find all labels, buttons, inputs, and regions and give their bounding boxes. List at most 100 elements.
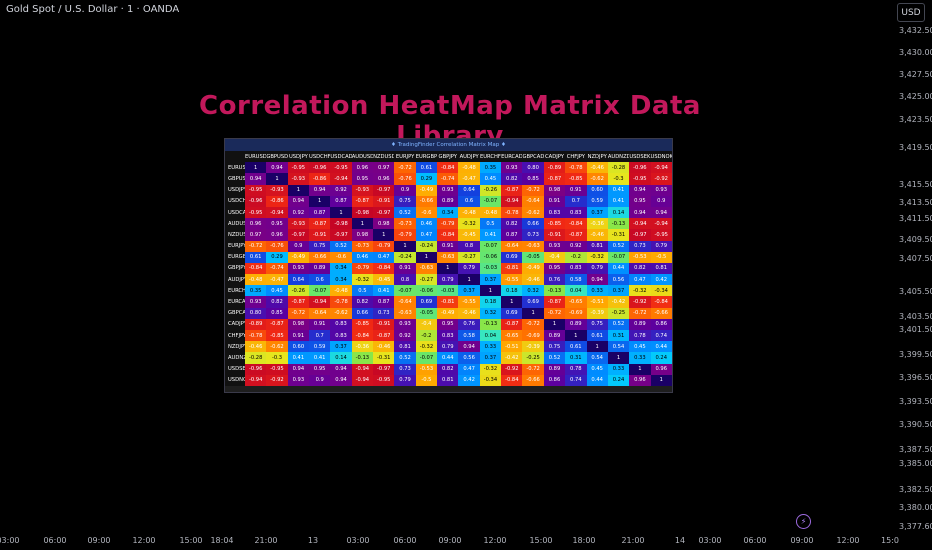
matrix-cell: 0.37	[330, 341, 352, 353]
matrix-cell: 0.81	[394, 341, 416, 353]
matrix-cell: 1	[458, 274, 480, 286]
column-header: EURJPY	[394, 151, 416, 163]
matrix-cell: -0.84	[565, 218, 587, 230]
matrix-cell: 0.41	[607, 195, 630, 207]
matrix-row: USDNOK-0.94-0.920.930.90.94-0.94-0.950.7…	[225, 374, 672, 386]
matrix-row: CADJPY-0.89-0.870.980.910.83-0.85-0.910.…	[225, 318, 672, 330]
time-axis[interactable]: 03:00 06:00 09:00 12:00 15:00 18:04 21:00 13 03:…	[0, 530, 899, 550]
matrix-cell: -0.96	[245, 363, 267, 375]
matrix-cell: -0.78	[565, 162, 587, 174]
row-label: CHFJPY	[225, 330, 245, 342]
matrix-cell: -0.42	[607, 296, 630, 308]
matrix-cell: -0.63	[437, 251, 459, 263]
matrix-cell: -0.42	[501, 352, 523, 364]
matrix-cell: 0.32	[479, 307, 502, 319]
matrix-cell: -0.87	[501, 184, 523, 196]
matrix-cell: -0.78	[330, 296, 352, 308]
matrix-cell: 0.9	[394, 184, 416, 196]
matrix-cell: 0.93	[287, 374, 310, 386]
matrix-cell: -0.46	[522, 274, 544, 286]
matrix-cell: 0.34	[330, 262, 352, 275]
matrix-cell: 1	[629, 363, 651, 375]
price-tick: 3,432.500	[899, 26, 932, 35]
matrix-cell: -0.32	[458, 218, 480, 230]
row-label: NZDJPY	[225, 341, 245, 353]
matrix-cell: 0.31	[607, 330, 630, 342]
matrix-cell: 0.92	[287, 206, 310, 219]
matrix-cell: -0.36	[351, 341, 374, 353]
column-header: GBPCAD	[522, 151, 544, 163]
matrix-row: NZDJPY-0.46-0.620.600.590.37-0.36-0.460.…	[225, 341, 672, 353]
lightning-icon[interactable]: ⚡	[796, 514, 811, 529]
matrix-cell: 0.47	[629, 274, 651, 286]
matrix-cell: -0.06	[415, 285, 438, 297]
matrix-cell: -0.66	[522, 374, 544, 386]
matrix-cell: 0.94	[458, 341, 480, 353]
matrix-row: EURCHF0.350.45-0.26-0.07-0.480.50.41-0.0…	[225, 285, 672, 297]
time-tick: 15:00	[529, 536, 553, 545]
matrix-cell: 0.54	[607, 341, 630, 353]
matrix-cell: -0.87	[287, 296, 310, 308]
matrix-cell: 0.96	[351, 162, 374, 174]
matrix-cell: -0.64	[522, 195, 544, 207]
matrix-cell: 0.83	[330, 330, 352, 342]
matrix-cell: -0.07	[415, 352, 438, 364]
matrix-cell: -0.32	[351, 274, 374, 286]
matrix-cell: 0.5	[351, 285, 374, 297]
matrix-cell: 0.61	[565, 341, 587, 353]
column-header: GBPUSD	[266, 151, 288, 163]
matrix-cell: -0.97	[373, 363, 395, 375]
matrix-cell: 0.83	[565, 262, 587, 275]
matrix-cell: 1	[565, 330, 587, 342]
matrix-cell: 0.35	[479, 162, 502, 174]
matrix-cell: -0.72	[522, 363, 544, 375]
currency-button[interactable]: USD	[897, 3, 925, 22]
matrix-cell: 0.44	[607, 262, 630, 275]
matrix-cell: 0.69	[522, 296, 544, 308]
matrix-cell: 0.46	[351, 251, 374, 263]
matrix-cell: -0.74	[437, 173, 459, 185]
matrix-cell: -0.28	[607, 162, 630, 174]
matrix-cell: -0.76	[394, 173, 416, 185]
matrix-cell: 0.6	[458, 195, 480, 207]
matrix-cell: 0.78	[629, 330, 651, 342]
matrix-cell: 0.94	[287, 363, 310, 375]
matrix-row: GBPCAD0.800.85-0.72-0.64-0.620.660.73-0.…	[225, 307, 672, 319]
matrix-cell: -0.24	[394, 251, 416, 263]
matrix-row: USDCHF-0.96-0.860.9410.87-0.87-0.910.75-…	[225, 195, 672, 207]
matrix-cell: 0.75	[309, 240, 331, 252]
matrix-cell: -0.51	[501, 341, 523, 353]
symbol-title[interactable]: Gold Spot / U.S. Dollar · 1 · OANDA	[6, 4, 180, 15]
matrix-cell: -0.26	[479, 184, 502, 196]
price-axis[interactable]: 3,432.500 3,430.000 3,427.500 3,425.000 3,42…	[895, 0, 932, 531]
matrix-cell: -0.94	[501, 195, 523, 207]
price-tick: 3,377.600	[899, 522, 932, 531]
matrix-cell: 0.64	[287, 274, 310, 286]
matrix-cell: 1	[373, 229, 395, 241]
matrix-cell: -0.4	[415, 318, 438, 330]
matrix-cell: -0.48	[245, 274, 267, 286]
column-header: EURCAD	[501, 151, 523, 163]
row-label: EURUSD	[225, 162, 245, 174]
matrix-cell: -0.73	[394, 218, 416, 230]
matrix-cell: -0.69	[522, 330, 544, 342]
matrix-cell: 0.64	[458, 184, 480, 196]
matrix-cell: 0.81	[586, 240, 608, 252]
matrix-cell: 0.86	[650, 318, 672, 330]
column-header: USDCAD	[330, 151, 352, 163]
matrix-cell: 0.14	[330, 352, 352, 364]
matrix-cell: -0.32	[586, 251, 608, 263]
matrix-cell: -0.65	[565, 296, 587, 308]
matrix-cell: 0.04	[479, 330, 502, 342]
matrix-cell: 0.41	[287, 352, 310, 364]
price-tick: 3,405.500	[899, 287, 932, 296]
matrix-cell: 0.41	[309, 352, 331, 364]
matrix-cell: 0.52	[330, 240, 352, 252]
matrix-cell: -0.66	[415, 195, 438, 207]
matrix-cell: -0.84	[437, 229, 459, 241]
matrix-cell: -0.03	[479, 262, 502, 275]
matrix-cell: -0.25	[607, 307, 630, 319]
matrix-cell: 0.18	[479, 296, 502, 308]
matrix-cell: 0.61	[415, 162, 438, 174]
matrix-cell: -0.91	[373, 195, 395, 207]
